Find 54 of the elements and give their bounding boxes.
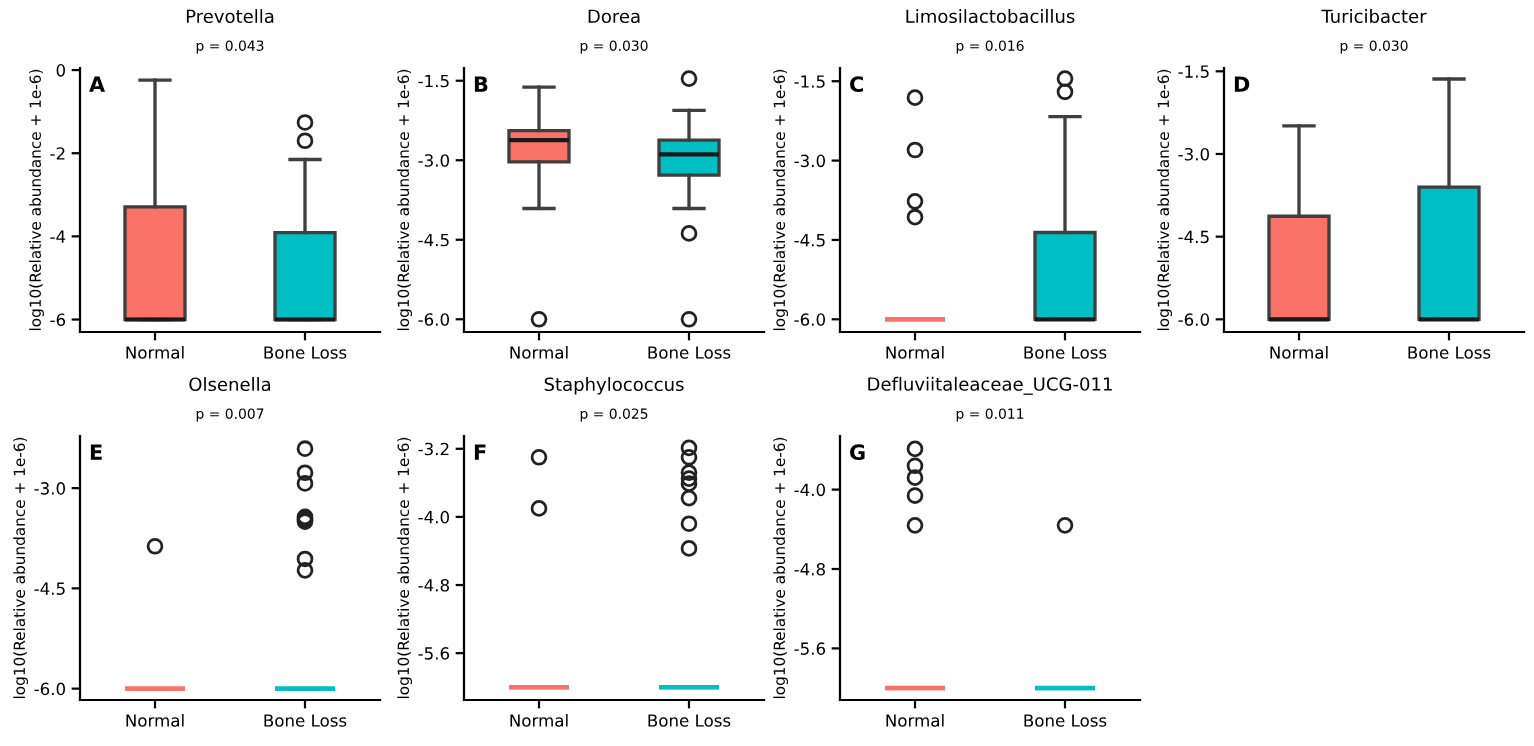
y-tick-label: 0	[56, 64, 65, 77]
y-tick-label: -3.0	[794, 154, 826, 168]
x-tick-label: Normal	[126, 713, 184, 727]
annotation: D	[1234, 76, 1250, 92]
y-tick-label: -6.0	[34, 682, 66, 696]
y-tick-label: -4	[50, 230, 66, 243]
y-tick-label: -6	[50, 313, 66, 327]
x-tick-label: Normal	[886, 713, 944, 727]
x-tick-label: Bone Loss	[1408, 346, 1491, 359]
y-tick-label: -3.0	[418, 154, 450, 167]
chart-title: Dorea	[588, 9, 640, 24]
y-tick-label: -3.0	[34, 482, 66, 495]
x-tick-label: Normal	[510, 345, 568, 359]
y-tick-label: -1.5	[1178, 65, 1209, 78]
x-tick-label: Bone Loss	[264, 714, 347, 727]
x-tick-label: Bone Loss	[648, 346, 731, 359]
x-tick-label: Normal	[886, 345, 944, 359]
y-tick-label: -6.0	[1178, 313, 1210, 326]
y-tick-label: -4.0	[418, 510, 450, 524]
x-tick-label: Bone Loss	[1024, 714, 1107, 727]
y-tick-label: -4.5	[1178, 230, 1209, 244]
y-tick-label: -2	[50, 147, 65, 160]
y-tick-label: -4.8	[418, 578, 449, 592]
annotation: G	[850, 444, 865, 461]
annotation: E	[90, 444, 102, 460]
y-tick-label: -4.5	[34, 582, 65, 595]
y-tick-label: -4.0	[794, 483, 826, 497]
y-tick-label: -3.0	[1178, 147, 1210, 161]
y-tick-label: -1.5	[794, 75, 825, 88]
chart-title: Staphylococcus	[544, 377, 684, 395]
x-tick-label: Bone Loss	[264, 346, 347, 359]
y-tick-label: -1.5	[418, 74, 449, 88]
y-tick-label: -3.2	[418, 442, 449, 456]
annotation: C	[850, 76, 863, 93]
y-tick-label: -6.0	[418, 313, 450, 326]
x-tick-label: Bone Loss	[648, 714, 731, 727]
annotation: B	[474, 76, 488, 92]
chart-title: Turicibacter	[1321, 9, 1427, 24]
chart-title: Limosilactobacillus	[906, 9, 1075, 24]
y-tick-label: -5.6	[794, 642, 826, 655]
y-tick-label: -4.8	[794, 562, 825, 576]
chart-title: Defluviitaleaceae_UCG-011	[868, 376, 1112, 395]
y-tick-label: -4.5	[418, 233, 449, 247]
x-tick-label: Normal	[510, 713, 568, 727]
annotation: F	[474, 444, 486, 460]
y-tick-label: -6.0	[794, 313, 826, 326]
y-tick-label: -5.6	[418, 647, 450, 660]
chart-title: Prevotella	[186, 9, 274, 24]
y-tick-label: -4.5	[794, 234, 825, 247]
annotation: A	[89, 76, 106, 92]
x-tick-label: Normal	[1270, 345, 1328, 359]
x-tick-label: Bone Loss	[1024, 346, 1107, 359]
x-tick-label: Normal	[126, 345, 184, 359]
chart-title: Olsenella	[189, 377, 271, 392]
